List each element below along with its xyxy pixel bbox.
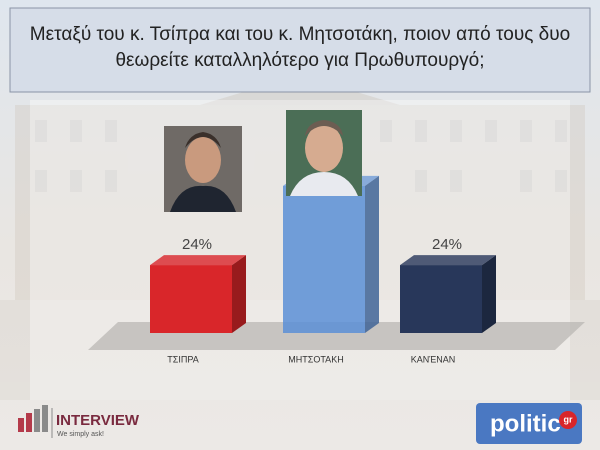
interview-logo: INTERVIEW We simply ask! bbox=[18, 405, 140, 438]
title-box bbox=[9, 7, 591, 93]
bar-side bbox=[482, 255, 496, 333]
title-holder: Μεταξύ του κ. Τσίπρα και του κ. Μητσοτάκ… bbox=[29, 24, 571, 71]
politic-suffix: gr bbox=[564, 414, 573, 424]
interview-tagline: We simply ask! bbox=[57, 431, 104, 438]
chart-title: Μεταξύ του κ. Τσίπρα και του κ. Μητσοτάκ… bbox=[29, 24, 571, 71]
value-label: 24% bbox=[432, 236, 462, 253]
politic-name: politic bbox=[490, 410, 561, 437]
photo-tsipras bbox=[164, 126, 242, 212]
bar-top bbox=[400, 255, 496, 266]
x-tick-label: ΚΑΝΈΝΑΝ bbox=[411, 354, 456, 364]
photo-mitsotakis bbox=[286, 110, 362, 196]
x-tick-label: ΜΗΤΣΟΤΑΚΗ bbox=[288, 354, 343, 364]
bar bbox=[150, 265, 232, 333]
bar-side bbox=[232, 255, 246, 333]
bar-side bbox=[365, 175, 379, 333]
bar-top bbox=[150, 255, 246, 266]
x-tick-label: ΤΣΙΠΡΑ bbox=[167, 354, 198, 364]
interview-name: INTERVIEW bbox=[56, 412, 140, 429]
politic-logo: politic gr bbox=[476, 403, 582, 444]
bar bbox=[283, 185, 365, 333]
bar bbox=[400, 265, 482, 333]
value-label: 24% bbox=[182, 236, 212, 253]
